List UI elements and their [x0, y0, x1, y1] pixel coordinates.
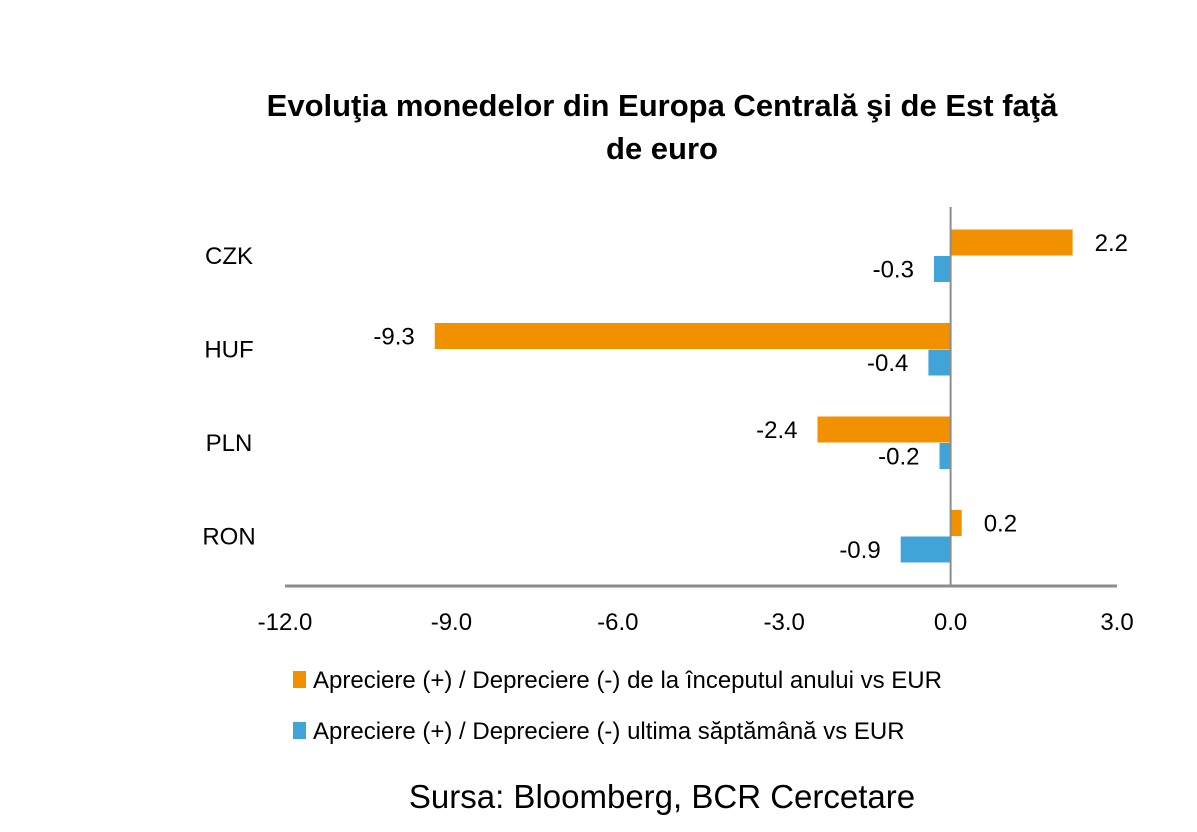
bar-ron-series-1: [950, 510, 962, 536]
x-tick-label: -9.0: [431, 609, 472, 636]
x-tick-label: 3.0: [1100, 609, 1133, 636]
x-tick-label: -12.0: [258, 609, 313, 636]
data-label-pln-series-2: -0.2: [878, 443, 919, 470]
data-label-czk-series-2: -0.3: [873, 256, 914, 283]
data-label-ron-series-2: -0.9: [839, 537, 880, 564]
plot-area: CZK 2.2 -0.3 HUF -9.3 -0.4 PLN -2.4 -0.2 RON 0.2 -0…: [202, 207, 1134, 636]
category-label-huf: HUF: [204, 337, 253, 364]
legend: Apreciere (+) / Depreciere (-) de la înc…: [293, 667, 942, 745]
bar-ron-series-2: [900, 536, 951, 563]
bar-pln-series-1: [817, 416, 951, 443]
x-tick-label: 0.0: [934, 609, 967, 636]
data-label-ron-series-1: 0.2: [984, 510, 1017, 537]
data-label-huf-series-2: -0.4: [867, 350, 908, 377]
bar-pln-series-2: [939, 443, 951, 469]
source-note: Sursa: Bloomberg, BCR Cercetare: [409, 778, 915, 815]
category-label-ron: RON: [202, 524, 255, 551]
data-label-pln-series-1: -2.4: [756, 417, 797, 444]
data-label-huf-series-1: -9.3: [373, 323, 414, 350]
x-tick-label: -3.0: [764, 609, 805, 636]
legend-label-week: Apreciere (+) / Depreciere (-) ultima să…: [313, 718, 905, 745]
bar-huf-series-1: [434, 323, 951, 349]
bar-czk-series-2: [933, 256, 951, 282]
legend-swatch-ytd: [293, 671, 306, 688]
bar-huf-series-2: [928, 349, 951, 376]
bar-czk-series-1: [950, 229, 1073, 256]
category-label-pln: PLN: [206, 430, 253, 457]
category-label-czk: CZK: [205, 243, 253, 270]
chart-title-line-1: Evoluţia monedelor din Europa Centrală ş…: [267, 88, 1058, 123]
x-tick-label: -6.0: [597, 609, 638, 636]
legend-swatch-week: [293, 722, 306, 739]
chart-title-line-2: de euro: [606, 131, 718, 166]
legend-label-ytd: Apreciere (+) / Depreciere (-) de la înc…: [313, 667, 942, 694]
data-label-czk-series-1: 2.2: [1095, 230, 1128, 257]
